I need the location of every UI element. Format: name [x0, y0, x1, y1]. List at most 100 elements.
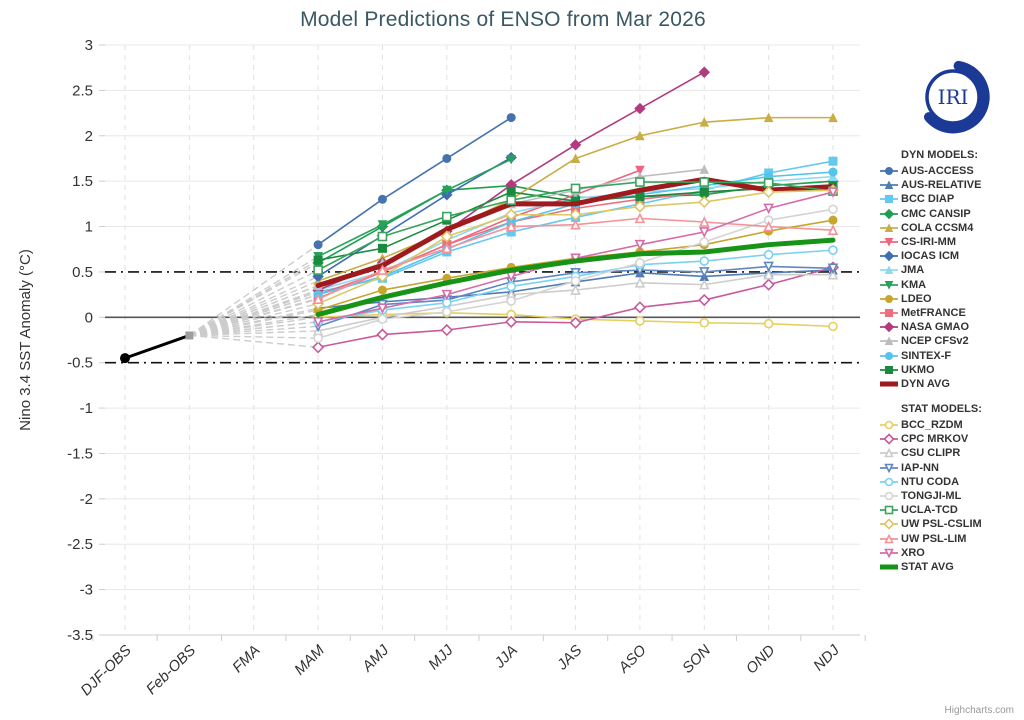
legend-item-bcc-diap[interactable]: BCC DIAP — [880, 192, 1024, 206]
legend-item-cpc-mrkov[interactable]: CPC MRKOV — [880, 432, 1024, 446]
legend-item-ldeo[interactable]: LDEO — [880, 292, 1024, 306]
legend-marker-csu-clipr — [880, 448, 898, 458]
legend-item-tongji-ml[interactable]: TONGJI-ML — [880, 489, 1024, 503]
point-tongji-ml — [506, 296, 516, 306]
point-iap-nn — [827, 263, 839, 275]
point-tongji-ml — [570, 276, 581, 286]
y-tick-label: -3.5 — [67, 627, 93, 644]
legend-item-nasa-gmao[interactable]: NASA GMAO — [880, 320, 1024, 334]
legend-glyph — [884, 477, 894, 487]
x-tick-label-djf-obs: DJF-OBS — [77, 642, 134, 699]
legend-item-dyn-avg[interactable]: DYN AVG — [880, 377, 1024, 391]
legend-item-iap-nn[interactable]: IAP-NN — [880, 461, 1024, 475]
series-uw-psl-lim — [312, 212, 839, 304]
legend-marker-cola-ccsm4 — [880, 223, 898, 232]
y-tick-label: 1.5 — [72, 173, 93, 190]
iri-logo-text: IRI — [938, 85, 969, 109]
legend-item-ucla-tcd[interactable]: UCLA-TCD — [880, 503, 1024, 517]
legend-item-cola-ccsm4[interactable]: COLA CCSM4 — [880, 221, 1024, 235]
legend-label: UW PSL-LIM — [901, 532, 967, 545]
legend-item-kma[interactable]: KMA — [880, 278, 1024, 292]
legend-marker-kma — [880, 280, 898, 290]
x-tick-label-amj: AMJ — [358, 641, 392, 675]
legend-glyph — [885, 167, 893, 176]
legend-item-aus-access[interactable]: AUS-ACCESS — [880, 164, 1024, 178]
point-bcc-diap — [828, 156, 838, 166]
point-tongji-ml — [313, 333, 323, 343]
legend-label: CS-IRI-MM — [901, 236, 956, 249]
x-tick-label-jja: JJA — [491, 642, 521, 672]
legend-label: TONGJI-ML — [901, 490, 962, 503]
point-cola-ccsm4 — [699, 117, 710, 127]
legend-marker-dyn-avg — [880, 381, 898, 387]
legend-item-iocas-icm[interactable]: IOCAS ICM — [880, 249, 1024, 263]
legend-item-stat-avg[interactable]: STAT AVG — [880, 560, 1024, 574]
legend-glyph — [885, 308, 893, 317]
point-uw-psl-lim — [441, 242, 453, 254]
point-ntu-coda — [763, 249, 774, 260]
series-line-kma — [317, 158, 512, 258]
point-cpc-mrkov — [311, 341, 325, 354]
legend-item-uw-psl-lim[interactable]: UW PSL-LIM — [880, 532, 1024, 546]
point-cpc-mrkov — [569, 316, 582, 329]
point-ukmo — [635, 192, 645, 202]
y-tick-label: 2 — [85, 128, 93, 145]
point-ukmo — [699, 187, 709, 197]
legend-item-cs-iri-mm[interactable]: CS-IRI-MM — [880, 235, 1024, 249]
point-nasa-gmao — [569, 139, 582, 151]
legend-marker-aus-access — [880, 167, 898, 176]
legend-glyph — [884, 238, 894, 247]
point-xro — [827, 187, 839, 198]
legend-item-ukmo[interactable]: UKMO — [880, 363, 1024, 377]
point-uw-psl-lim — [570, 218, 581, 230]
credits-link[interactable]: Highcharts.com — [944, 705, 1014, 716]
legend-label: UKMO — [901, 363, 935, 376]
legend-marker-bcc-diap — [880, 195, 898, 204]
legend-marker-bcc-rzdm — [880, 420, 898, 430]
point-uw-psl-cslim — [633, 200, 647, 213]
legend-label: NTU CODA — [901, 475, 960, 488]
legend-item-aus-relative[interactable]: AUS-RELATIVE — [880, 178, 1024, 192]
legend-marker-ukmo — [880, 365, 898, 374]
point-iap-nn — [698, 267, 710, 278]
legend-item-bcc-rzdm[interactable]: BCC_RZDM — [880, 418, 1024, 432]
legend-item-jma[interactable]: JMA — [880, 263, 1024, 277]
legend-glyph — [883, 518, 895, 531]
obs-point-djf — [120, 353, 130, 364]
series-aus-access — [313, 113, 516, 250]
x-tick-label-ndj: NDJ — [810, 641, 843, 674]
legend-item-ntu-coda[interactable]: NTU CODA — [880, 475, 1024, 489]
legend-item-uw-psl-cslim[interactable]: UW PSL-CSLIM — [880, 517, 1024, 531]
point-uw-psl-lim — [698, 216, 710, 227]
legend-marker-aus-relative — [880, 180, 898, 190]
legend-item-cmc-cansip[interactable]: CMC CANSIP — [880, 207, 1024, 221]
legend-label: CPC MRKOV — [901, 433, 969, 446]
legend-group-stat-models-: STAT MODELS: BCC_RZDM CPC MRKOV CSU CLIPR IA… — [880, 402, 1024, 574]
axis-labels: -3.5 -3 -2.5 -2 -1.5 -1 -0.5 0 0.5 1 1.5 2 2.5 3 DJF-O… — [67, 37, 843, 699]
legend-item-sintex-f[interactable]: SINTEX-F — [880, 348, 1024, 362]
point-kma — [506, 154, 516, 165]
series-line-iocas-icm — [317, 156, 512, 278]
point-kma — [442, 185, 452, 196]
point-csu-clipr — [763, 268, 774, 280]
legend-group-title: DYN MODELS: — [901, 149, 978, 161]
observation-series — [120, 331, 194, 364]
point-ucla-tcd — [506, 195, 516, 206]
series-stat-avg — [315, 237, 836, 318]
x-tick-label-son: SON — [679, 642, 714, 677]
point-cpc-mrkov — [376, 328, 389, 341]
fan-line — [189, 303, 319, 337]
iri-logo-crescent — [924, 60, 990, 134]
point-bcc-rzdm — [828, 321, 838, 332]
legend-marker-uw-psl-lim — [880, 533, 898, 543]
legend-item-xro[interactable]: XRO — [880, 546, 1024, 560]
point-uw-psl-cslim — [505, 208, 518, 221]
legend-item-ncep-cfsv2[interactable]: NCEP CFSv2 — [880, 334, 1024, 348]
grid-lines — [92, 44, 866, 641]
point-bcc-rzdm — [763, 318, 774, 329]
x-tick-label-ond: OND — [743, 642, 779, 678]
legend-glyph — [884, 336, 894, 346]
legend-item-metfrance[interactable]: MetFRANCE — [880, 306, 1024, 320]
legend-item-csu-clipr[interactable]: CSU CLIPR — [880, 446, 1024, 460]
legend-label: SINTEX-F — [901, 349, 952, 362]
